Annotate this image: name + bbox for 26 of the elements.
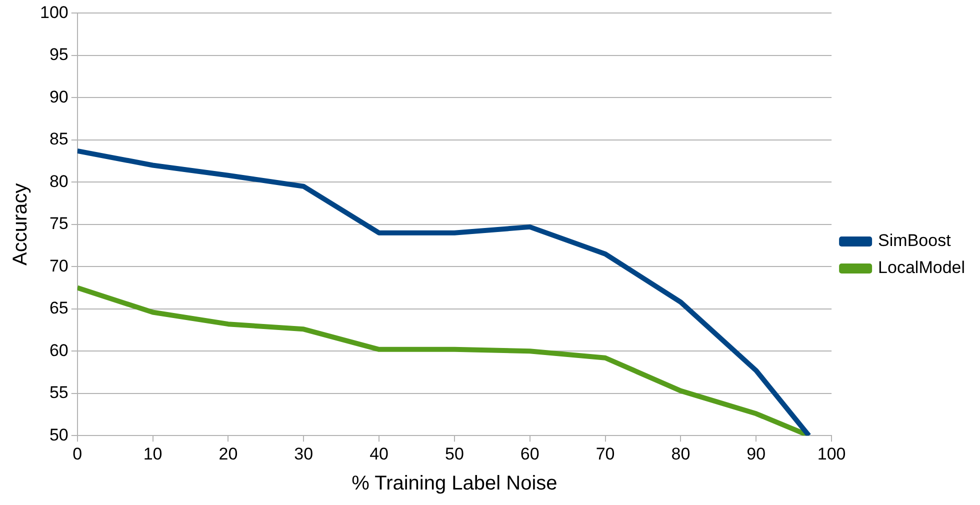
x-tick-label: 50 (445, 444, 464, 464)
x-tick-label: 60 (520, 444, 540, 464)
x-tick-label: 70 (596, 444, 615, 464)
y-axis-title: Accuracy (10, 183, 32, 266)
x-tick-label: 80 (671, 444, 690, 464)
y-tick-label: 50 (49, 425, 68, 444)
y-tick-label: 70 (49, 256, 68, 276)
y-tick-label: 65 (49, 298, 68, 318)
legend-label: LocalModel (878, 258, 966, 278)
x-tick-label: 90 (746, 444, 766, 464)
x-axis-title: % Training Label Noise (352, 472, 558, 495)
y-tick-label: 100 (40, 2, 68, 22)
y-tick-label: 80 (49, 172, 68, 191)
y-tick-label: 95 (49, 45, 68, 64)
x-tick-label: 0 (72, 444, 82, 464)
x-tick-label: 10 (143, 444, 162, 464)
legend-label: SimBoost (878, 231, 952, 250)
x-tick-label: 30 (294, 444, 314, 464)
x-tick-label: 20 (218, 444, 238, 464)
y-tick-label: 85 (49, 130, 68, 149)
y-tick-label: 75 (49, 214, 68, 234)
y-tick-label: 90 (49, 87, 68, 106)
y-tick-label: 60 (49, 340, 68, 360)
y-tick-label: 55 (49, 383, 68, 402)
x-tick-label: 40 (370, 444, 388, 464)
x-tick-label: 100 (817, 444, 846, 464)
